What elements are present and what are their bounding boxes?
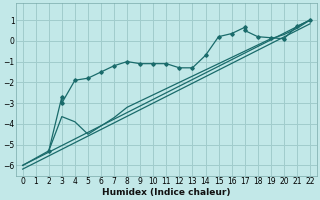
X-axis label: Humidex (Indice chaleur): Humidex (Indice chaleur) [102,188,231,197]
